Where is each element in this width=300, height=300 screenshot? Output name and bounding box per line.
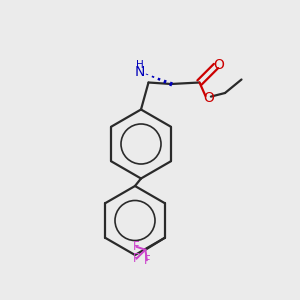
Text: F: F <box>144 254 150 267</box>
Text: F: F <box>133 252 140 265</box>
Text: N: N <box>134 64 145 79</box>
Text: H: H <box>136 60 143 70</box>
Text: O: O <box>203 91 214 104</box>
Text: O: O <box>213 58 224 72</box>
Text: F: F <box>133 240 140 253</box>
